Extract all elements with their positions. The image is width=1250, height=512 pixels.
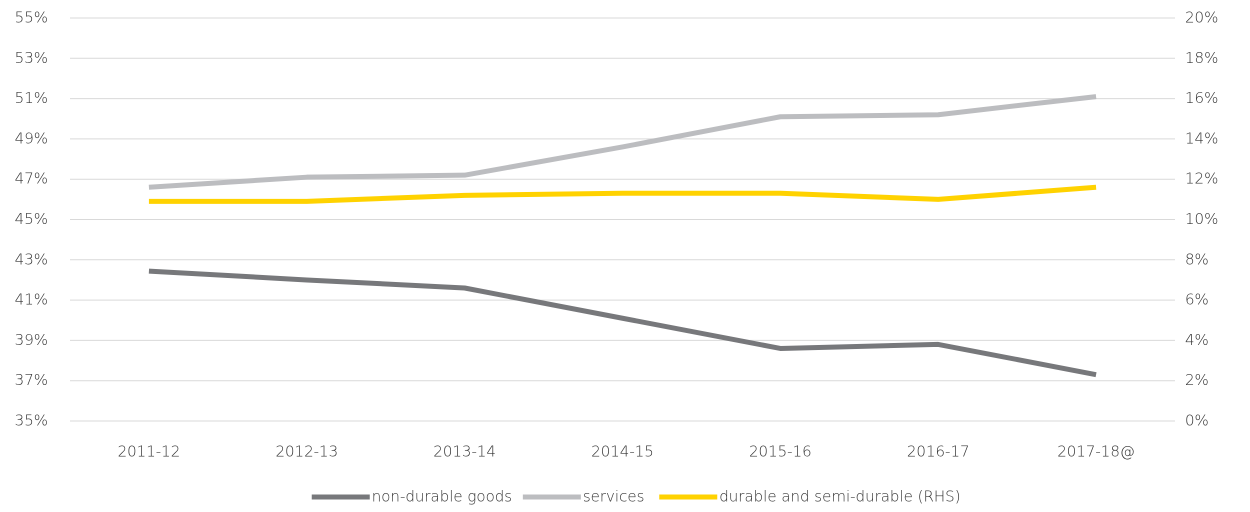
y-tick-label: 37% (15, 371, 48, 389)
x-tick-label: 2016-17 (907, 443, 970, 461)
y-tick-label: 47% (15, 170, 48, 188)
x-tick-label: 2014-15 (591, 443, 654, 461)
y2-tick-label: 12% (1185, 170, 1218, 188)
y2-tick-label: 4% (1185, 331, 1209, 349)
y-tick-label: 51% (15, 89, 48, 107)
y-tick-label: 49% (15, 129, 48, 147)
y-tick-label: 53% (15, 49, 48, 67)
y2-tick-label: 0% (1185, 412, 1209, 430)
y-tick-label: 45% (15, 210, 48, 228)
y-tick-label: 43% (15, 250, 48, 268)
y-tick-label: 41% (15, 291, 48, 309)
y2-tick-label: 2% (1185, 371, 1209, 389)
y-tick-label: 39% (15, 331, 48, 349)
y-tick-label: 55% (15, 9, 48, 27)
y2-tick-label: 20% (1185, 9, 1218, 27)
series-line (148, 268, 1097, 378)
series-line (148, 94, 1097, 190)
y2-tick-label: 10% (1185, 210, 1218, 228)
y2-tick-label: 8% (1185, 250, 1209, 268)
y2-tick-label: 18% (1185, 49, 1218, 67)
x-tick-label: 2013-14 (433, 443, 496, 461)
x-tick-label: 2017-18@ (1057, 443, 1135, 461)
series-line (148, 184, 1097, 204)
y2-tick-label: 14% (1185, 129, 1218, 147)
legend-label: durable and semi-durable (RHS) (719, 488, 960, 506)
legend-label: services (583, 488, 645, 506)
y2-tick-label: 6% (1185, 291, 1209, 309)
legend-label: non-durable goods (372, 488, 512, 506)
x-tick-label: 2015-16 (749, 443, 812, 461)
x-tick-label: 2011-12 (118, 443, 181, 461)
x-tick-label: 2012-13 (275, 443, 338, 461)
y2-tick-label: 16% (1185, 89, 1218, 107)
y-tick-label: 35% (15, 412, 48, 430)
